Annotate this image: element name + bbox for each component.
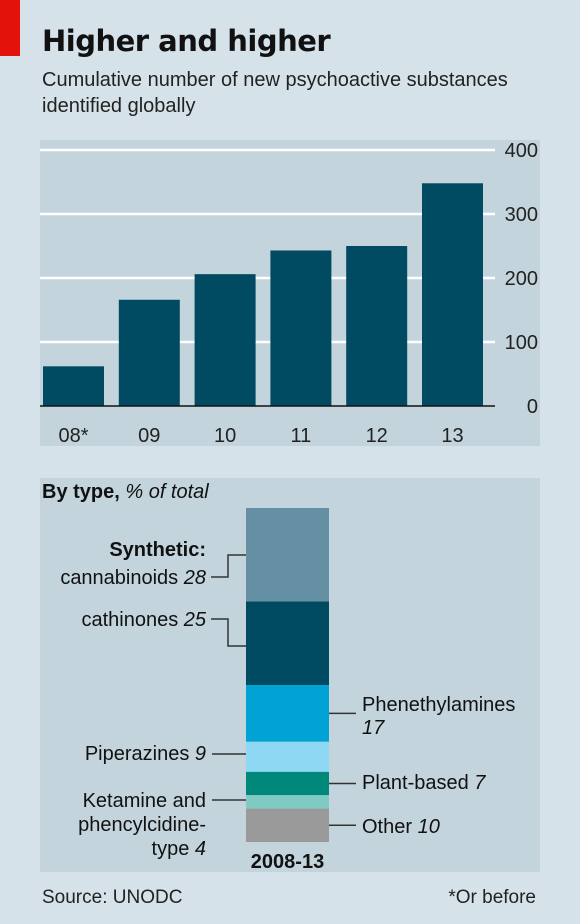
label-piperazines: Piperazines 9 <box>85 743 206 765</box>
bar <box>118 299 180 406</box>
synthetic-group-label: Synthetic: <box>109 539 206 561</box>
stacked-bar-chart: By type, % of total 2008-13 Synthetic: cann… <box>42 481 515 873</box>
y-tick-label: 100 <box>505 332 538 354</box>
leader-cannabinoids <box>211 554 246 578</box>
footnote: *Or before <box>448 887 536 908</box>
label-ketamine-line3: type 4 <box>152 838 206 860</box>
y-tick-label: 400 <box>505 140 538 162</box>
stacked-title-bold: By type, <box>42 481 125 503</box>
x-tick-label: 12 <box>366 425 388 446</box>
red-accent-bar <box>0 0 20 56</box>
bar <box>43 366 104 406</box>
bar <box>194 274 256 406</box>
bar <box>270 250 332 406</box>
x-tick-label: 13 <box>441 425 463 446</box>
label-cannabinoids: cannabinoids 28 <box>60 567 206 589</box>
label-plant-based: Plant-based 7 <box>362 772 486 794</box>
label-phenethylamines: Phenethylamines <box>362 694 515 716</box>
stack-segment-other <box>246 808 329 842</box>
stack-segment-piperazines <box>246 741 329 772</box>
bar <box>422 183 483 406</box>
bar <box>346 246 408 406</box>
label-ketamine-line1: Ketamine and <box>83 790 206 812</box>
x-tick-label: 10 <box>214 425 236 446</box>
leader-cathinones <box>211 618 246 647</box>
chart-subtitle: Cumulative number of new psychoactive su… <box>42 69 508 117</box>
stacked-category-label: 2008-13 <box>251 851 324 872</box>
x-tick-label: 09 <box>138 425 160 446</box>
x-tick-label: 08* <box>58 425 88 446</box>
source-note: Source: UNODC <box>42 887 183 908</box>
bar-chart: 0 100 200 300 400 08* 09 10 11 12 13 <box>40 140 538 447</box>
stack-segment-phenethylamines <box>246 685 329 742</box>
label-cathinones: cathinones 25 <box>81 609 206 631</box>
stacked-chart-panel: By type, % of total 2008-13 Synthetic: cann… <box>40 478 540 873</box>
stack-segment-cannabinoids <box>246 508 329 602</box>
x-tick-label: 11 <box>291 425 312 446</box>
chart-title: Higher and higher <box>42 24 331 58</box>
y-tick-label: 300 <box>505 204 538 226</box>
stack-segment-ketamine <box>246 795 329 809</box>
label-ketamine-line2: phencylcidine- <box>78 814 206 836</box>
bar-chart-panel: 0 100 200 300 400 08* 09 10 11 12 13 <box>40 140 540 447</box>
stack-segment-plant-based <box>246 771 329 796</box>
value-phenethylamines: 17 <box>362 717 385 739</box>
stacked-title-italic: % of total <box>125 481 209 503</box>
y-tick-label: 0 <box>527 396 538 418</box>
stacked-chart-title: By type, % of total <box>42 481 209 503</box>
stack-segment-cathinones <box>246 601 329 686</box>
label-other: Other 10 <box>362 816 440 838</box>
y-tick-label: 200 <box>505 268 538 290</box>
